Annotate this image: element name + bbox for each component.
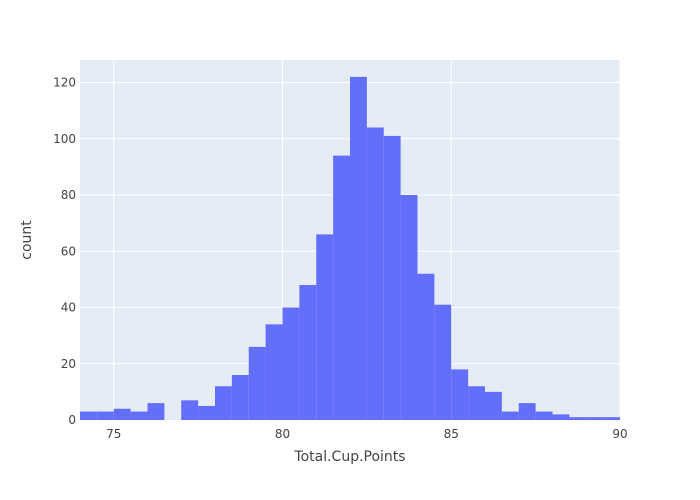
histogram-bar[interactable] [501, 411, 519, 420]
x-tick-label: 75 [106, 427, 121, 441]
histogram-bar[interactable] [248, 346, 266, 420]
histogram-bar[interactable] [383, 135, 401, 420]
histogram-bar[interactable] [366, 127, 384, 421]
histogram-bar[interactable] [485, 391, 502, 420]
y-axis-title: count [19, 220, 35, 260]
histogram-bar[interactable] [181, 400, 199, 420]
histogram-bar[interactable] [518, 403, 536, 420]
histogram-bar[interactable] [231, 375, 249, 420]
histogram-bar[interactable] [96, 411, 114, 420]
x-tick-label: 90 [612, 427, 627, 441]
histogram-bar[interactable] [468, 386, 485, 420]
y-tick-label: 0 [68, 413, 76, 427]
histogram-bar[interactable] [417, 273, 435, 420]
histogram-bar[interactable] [535, 411, 553, 420]
histogram-bar[interactable] [80, 411, 97, 420]
x-axis-ticks: 75 80 85 90 [106, 427, 628, 441]
histogram-bar[interactable] [333, 155, 350, 420]
x-tick-label: 85 [444, 427, 459, 441]
y-axis-ticks: 0 20 40 60 80 100 120 [53, 76, 76, 428]
y-tick-label: 80 [61, 188, 76, 202]
histogram-bar[interactable] [113, 408, 131, 420]
histogram-bar[interactable] [198, 405, 215, 420]
x-axis-title: Total.Cup.Points [293, 449, 405, 465]
histogram-bar[interactable] [569, 417, 587, 420]
y-tick-label: 100 [53, 132, 76, 146]
y-tick-label: 60 [61, 244, 76, 258]
histogram-bar[interactable] [299, 285, 317, 420]
histogram-bar[interactable] [434, 304, 452, 420]
histogram-bar[interactable] [130, 411, 148, 420]
histogram-bar[interactable] [400, 195, 418, 420]
histogram-bar[interactable] [316, 234, 334, 420]
histogram-bar[interactable] [451, 369, 469, 420]
histogram-bar[interactable] [215, 386, 232, 420]
histogram-bar[interactable] [282, 307, 300, 421]
histogram-bar[interactable] [586, 417, 604, 420]
histogram-bar[interactable] [603, 417, 620, 420]
histogram-bar[interactable] [265, 324, 283, 420]
x-tick-label: 80 [275, 427, 290, 441]
histogram-bar[interactable] [350, 76, 367, 420]
histogram-bar[interactable] [147, 403, 165, 420]
y-tick-label: 40 [61, 301, 76, 315]
histogram-bar[interactable] [552, 414, 570, 420]
y-tick-label: 120 [53, 76, 76, 90]
y-tick-label: 20 [61, 357, 76, 371]
histogram-bars [80, 76, 620, 421]
